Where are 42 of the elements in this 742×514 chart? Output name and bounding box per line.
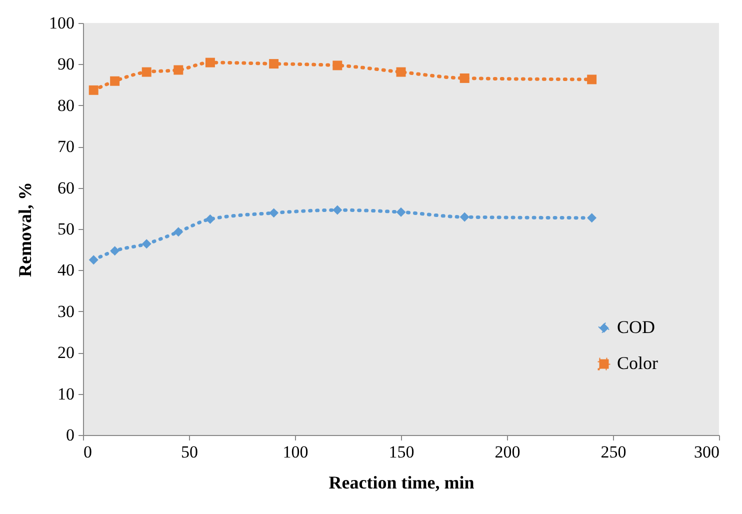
x-tick-label: 100 — [282, 442, 308, 462]
point — [88, 255, 98, 265]
y-tick-label: 70 — [58, 137, 74, 156]
point — [332, 205, 342, 215]
y-tick-label: 10 — [58, 384, 74, 404]
point — [110, 246, 120, 256]
x-tick-label: 0 — [84, 442, 92, 462]
point — [88, 85, 98, 95]
x-axis-title: Reaction time, min — [328, 472, 474, 492]
point — [587, 74, 597, 84]
point — [396, 207, 406, 217]
point — [205, 214, 215, 224]
legend-label: COD — [617, 317, 656, 337]
point — [269, 59, 279, 69]
point — [460, 73, 470, 83]
point — [587, 213, 597, 223]
point — [142, 67, 152, 77]
point — [269, 208, 279, 218]
point — [205, 58, 215, 68]
point — [460, 212, 470, 222]
y-tick-label: 90 — [58, 54, 74, 74]
y-tick-label: 100 — [49, 14, 74, 32]
y-axis-title: Removal, % — [15, 182, 35, 277]
y-tick-label: 20 — [58, 343, 74, 362]
point — [174, 227, 184, 237]
x-tick-label: 150 — [388, 442, 414, 462]
y-tick-label: 60 — [58, 178, 74, 198]
y-tick-label: 30 — [58, 302, 74, 321]
x-tick-label: 300 — [694, 442, 720, 462]
y-tick-label: 0 — [66, 426, 74, 444]
legend-label: Color — [617, 353, 658, 373]
y-tick-label: 50 — [58, 220, 74, 238]
point — [174, 65, 184, 75]
point — [110, 76, 120, 86]
y-tick-label: 80 — [58, 96, 74, 115]
point — [142, 239, 152, 249]
point — [396, 67, 406, 77]
y-tick-label: 40 — [58, 260, 74, 280]
x-tick-label: 50 — [181, 442, 198, 462]
x-tick-label: 200 — [494, 442, 520, 462]
x-tick-label: 250 — [600, 442, 626, 462]
point — [332, 60, 342, 70]
